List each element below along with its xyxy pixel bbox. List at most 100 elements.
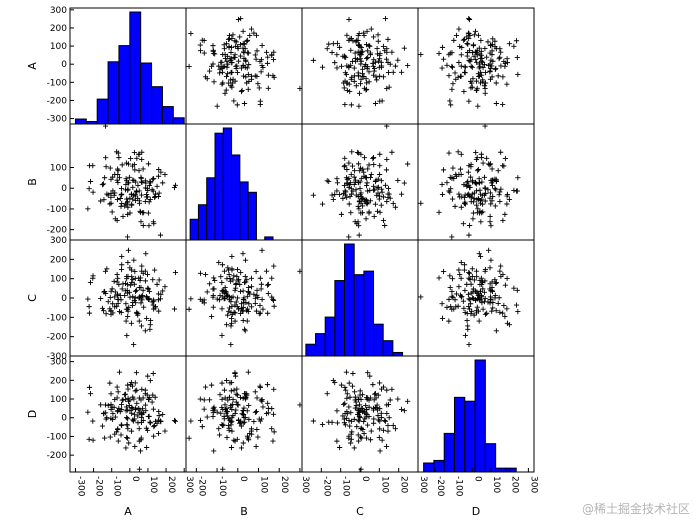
scatter-point: [387, 61, 393, 67]
scatter-point: [252, 409, 258, 415]
scatter-point: [485, 299, 491, 305]
y-axis-label: B: [26, 178, 39, 186]
scatter-point: [130, 177, 136, 183]
scatter-point: [101, 197, 107, 203]
scatter-point: [343, 387, 349, 393]
scatter-point: [206, 68, 213, 74]
scatter-point: [374, 208, 381, 214]
scatter-point: [478, 210, 484, 216]
scatter-point: [210, 406, 216, 412]
scatter-point: [238, 269, 244, 276]
scatter-point: [112, 294, 118, 300]
scatter-point: [228, 70, 234, 76]
scatter-point: [197, 48, 204, 54]
scatter-point: [452, 297, 458, 303]
scatter-point: [223, 87, 229, 93]
y-tick-label: -300: [47, 352, 68, 362]
scatter-point: [468, 63, 474, 69]
scatter-point: [475, 168, 481, 174]
scatter-point: [119, 422, 125, 429]
scatter-point: [356, 103, 362, 109]
scatter-point: [351, 174, 357, 180]
scatter-point: [337, 44, 343, 50]
scatter-point: [492, 38, 498, 44]
scatter-point: [365, 54, 371, 61]
scatter-point: [239, 411, 245, 417]
scatter-point: [119, 253, 125, 260]
scatter-point: [138, 293, 144, 299]
scatter-point: [125, 180, 131, 186]
scatter-point: [103, 410, 109, 416]
scatter-point: [348, 76, 354, 82]
scatter-point: [222, 407, 229, 413]
scatter-point: [493, 308, 499, 314]
scatter-point: [271, 263, 277, 269]
scatter-point: [370, 407, 377, 413]
scatter-point: [378, 186, 385, 192]
scatter-point: [228, 315, 235, 321]
scatter-point: [235, 16, 242, 23]
scatter-point: [480, 201, 486, 207]
scatter-point: [444, 62, 450, 68]
scatter-point: [446, 318, 452, 324]
histogram-bar: [464, 400, 476, 473]
scatter-point: [211, 275, 217, 281]
x-tick-label: -200: [196, 476, 206, 497]
scatter-point: [334, 408, 340, 414]
scatter-point: [355, 406, 361, 412]
scatter-point: [466, 15, 472, 22]
scatter-point: [462, 332, 469, 339]
scatter-point: [237, 34, 243, 40]
scatter-point: [348, 418, 355, 424]
scatter-point: [453, 291, 460, 297]
panel-D-B: [185, 355, 303, 473]
scatter-point: [487, 195, 493, 201]
scatter-point: [103, 290, 109, 297]
scatter-point: [346, 380, 352, 386]
scatter-point: [242, 391, 248, 397]
scatter-point: [453, 304, 459, 310]
scatter-point: [461, 200, 468, 207]
scatter-point: [216, 259, 222, 266]
scatter-point: [237, 42, 244, 48]
scatter-point: [487, 162, 493, 168]
scatter-point: [470, 289, 476, 295]
scatter-point: [128, 155, 134, 162]
scatter-point: [448, 304, 454, 310]
scatter-point: [125, 416, 131, 422]
histogram-bar: [239, 181, 249, 241]
scatter-point: [197, 42, 203, 48]
scatter-point: [85, 206, 91, 212]
scatter-point: [246, 78, 252, 84]
scatter-point: [265, 54, 271, 60]
scatter-point: [358, 190, 364, 196]
scatter-point: [475, 52, 481, 58]
scatter-point: [446, 73, 452, 79]
scatter-point: [157, 296, 164, 302]
scatter-point: [353, 83, 359, 89]
scatter-point: [477, 63, 483, 69]
scatter-point: [138, 284, 144, 291]
scatter-point: [484, 310, 490, 316]
scatter-point: [228, 419, 234, 425]
scatter-point: [135, 182, 141, 189]
scatter-point: [476, 251, 482, 257]
scatter-point: [342, 163, 348, 169]
scatter-point: [341, 416, 347, 422]
histogram-bar: [107, 61, 120, 125]
scatter-point: [241, 295, 247, 301]
scatter-point: [124, 196, 130, 202]
scatter-point: [116, 369, 123, 375]
scatter-point: [351, 78, 357, 84]
scatter-point: [131, 281, 137, 287]
scatter-point: [367, 43, 373, 49]
scatter-point: [334, 420, 341, 426]
scatter-point: [497, 54, 503, 60]
scatter-point: [230, 277, 236, 283]
scatter-point: [481, 83, 488, 89]
scatter-point: [140, 166, 146, 172]
scatter-point: [228, 342, 234, 348]
scatter-point: [366, 79, 372, 85]
scatter-point: [377, 426, 383, 432]
scatter-point: [475, 32, 482, 38]
